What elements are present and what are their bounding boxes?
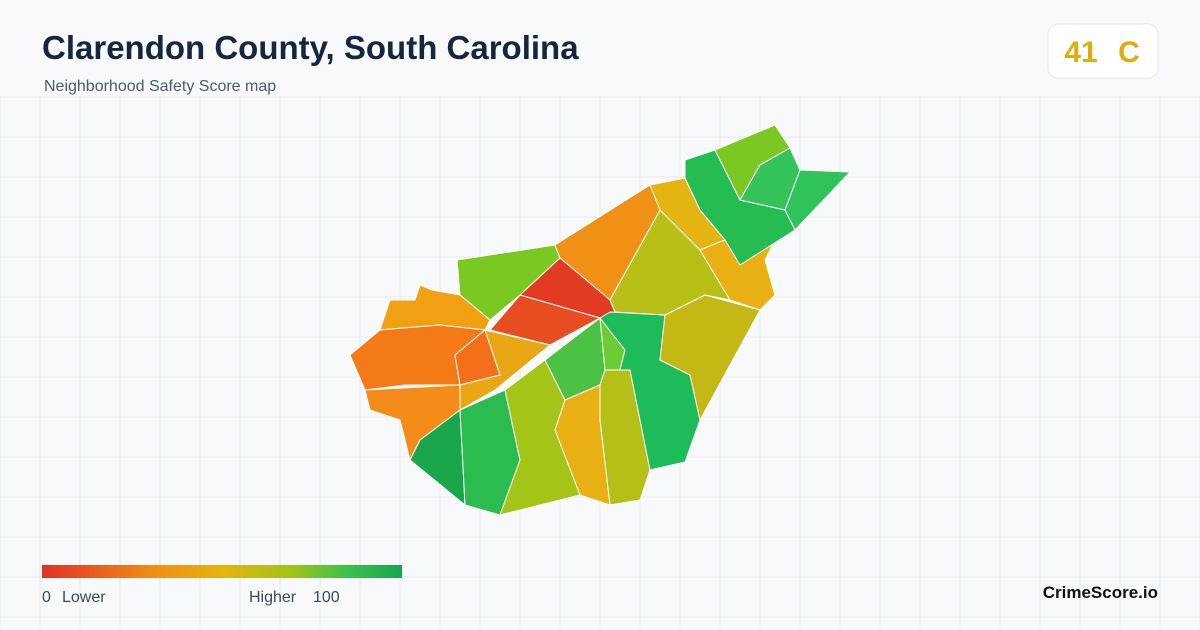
legend-bar [42, 565, 402, 578]
region [739, 147, 801, 211]
legend-high: Higher [249, 589, 297, 606]
title: Clarendon County, South Carolina [42, 29, 579, 66]
score-box [1047, 23, 1159, 79]
region [599, 369, 651, 506]
region [784, 169, 851, 231]
subtitle: Neighborhood Safety Score map [44, 78, 276, 95]
score-value: 41 [1064, 36, 1097, 69]
county-map [349, 124, 851, 516]
legend-min: 0 [42, 589, 51, 606]
legend-low: Lower [62, 589, 106, 606]
brand: CrimeScore.io [1043, 583, 1158, 602]
score-grade: C [1118, 36, 1140, 69]
legend-max: 100 [313, 589, 340, 606]
